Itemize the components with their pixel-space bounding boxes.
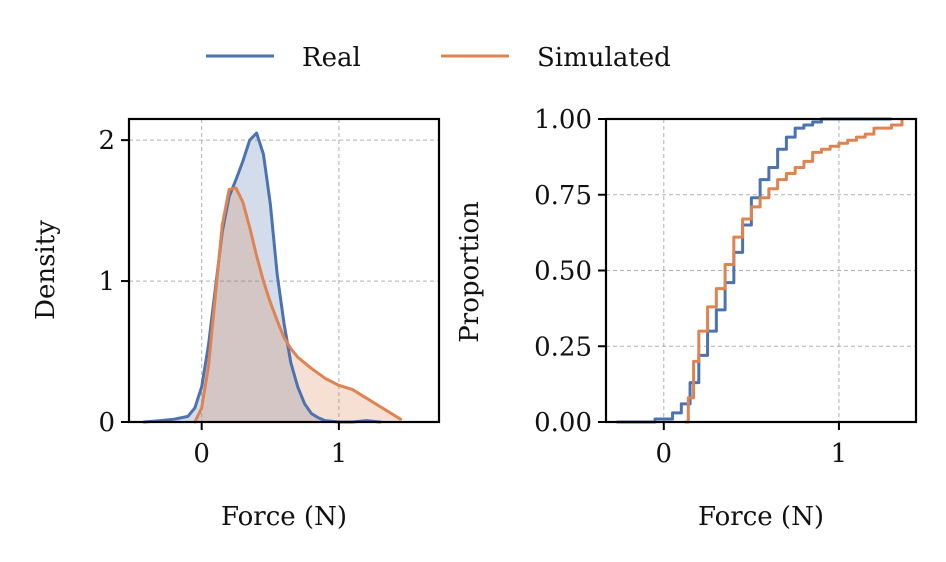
density-axes-frame <box>127 117 441 424</box>
ecdf-xtick-label-0: 0 <box>656 439 673 469</box>
legend: Real Simulated <box>206 43 671 73</box>
density-xlabel: Force (N) <box>221 502 347 532</box>
legend-label-simulated: Simulated <box>537 43 671 73</box>
density-ytick-label-2: 2 <box>98 126 115 156</box>
ecdf-line-simulated <box>684 119 904 424</box>
ecdf-line-real <box>616 117 892 424</box>
density-ytick-label-0: 0 <box>98 408 115 438</box>
ecdf-ytick-label-0: 0.00 <box>534 408 592 438</box>
ecdf-ytick-label-2: 0.50 <box>534 257 592 287</box>
ecdf-xtick-label-1: 1 <box>831 439 848 469</box>
legend-label-real: Real <box>302 43 361 73</box>
ecdf-ytick-label-4: 1.00 <box>534 105 592 135</box>
density-line-real <box>142 131 382 424</box>
density-xtick-label-1: 1 <box>331 439 348 469</box>
density-lines <box>142 131 403 424</box>
density-line-simulated <box>193 186 403 424</box>
density-fill-simulated <box>194 188 401 422</box>
ecdf-chart: 0 1 0.00 0.25 0.50 0.75 1.00 Force (N) Proport… <box>455 105 918 532</box>
ecdf-xlabel: Force (N) <box>698 502 824 532</box>
density-xtick-label-0: 0 <box>193 439 210 469</box>
ecdf-lines <box>616 117 904 424</box>
density-ytick-label-1: 1 <box>98 267 115 297</box>
ecdf-ytick-label-1: 0.25 <box>534 332 592 362</box>
ecdf-ticks: 0 1 0.00 0.25 0.50 0.75 1.00 <box>534 105 847 469</box>
density-ticks: 0 1 0 1 2 <box>98 126 347 469</box>
ecdf-ylabel: Proportion <box>455 201 485 343</box>
ecdf-ytick-label-3: 0.75 <box>534 181 592 211</box>
density-chart: 0 1 0 1 2 Force (N) Density <box>31 117 441 532</box>
density-ylabel: Density <box>31 220 61 320</box>
